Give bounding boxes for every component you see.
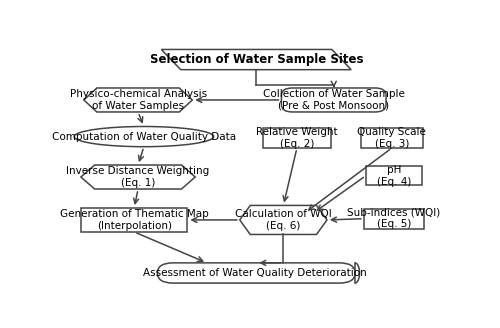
Bar <box>81 208 188 232</box>
Ellipse shape <box>74 127 214 147</box>
Text: Quality Scale
(Eq. 3): Quality Scale (Eq. 3) <box>358 127 426 149</box>
Polygon shape <box>81 165 195 189</box>
Bar <box>361 128 423 148</box>
FancyBboxPatch shape <box>158 263 355 283</box>
Text: pH
(Eq. 4): pH (Eq. 4) <box>376 165 411 187</box>
FancyBboxPatch shape <box>282 88 386 112</box>
Text: Computation of Water Quality Data: Computation of Water Quality Data <box>52 132 236 142</box>
Polygon shape <box>162 50 351 70</box>
Text: Inverse Distance Weighting
(Eq. 1): Inverse Distance Weighting (Eq. 1) <box>66 166 210 188</box>
Text: Sub-indices (WQI)
(Eq. 5): Sub-indices (WQI) (Eq. 5) <box>347 208 440 230</box>
Text: Generation of Thematic Map
(Interpolation): Generation of Thematic Map (Interpolatio… <box>60 209 208 231</box>
Bar <box>366 166 422 185</box>
Polygon shape <box>240 205 327 235</box>
Text: Physico-chemical Analysis
of Water Samples: Physico-chemical Analysis of Water Sampl… <box>70 89 206 111</box>
Bar <box>364 209 424 229</box>
Text: Selection of Water Sample Sites: Selection of Water Sample Sites <box>150 53 363 66</box>
Text: Relative Weight
(Eq. 2): Relative Weight (Eq. 2) <box>256 127 338 149</box>
Text: Collection of Water Sample
(Pre & Post Monsoon): Collection of Water Sample (Pre & Post M… <box>263 89 404 111</box>
Bar <box>263 128 331 148</box>
Polygon shape <box>84 88 192 112</box>
Text: Calculation of WQI
(Eq. 6): Calculation of WQI (Eq. 6) <box>235 209 332 231</box>
Text: Assessment of Water Quality Deterioration: Assessment of Water Quality Deterioratio… <box>143 268 366 278</box>
